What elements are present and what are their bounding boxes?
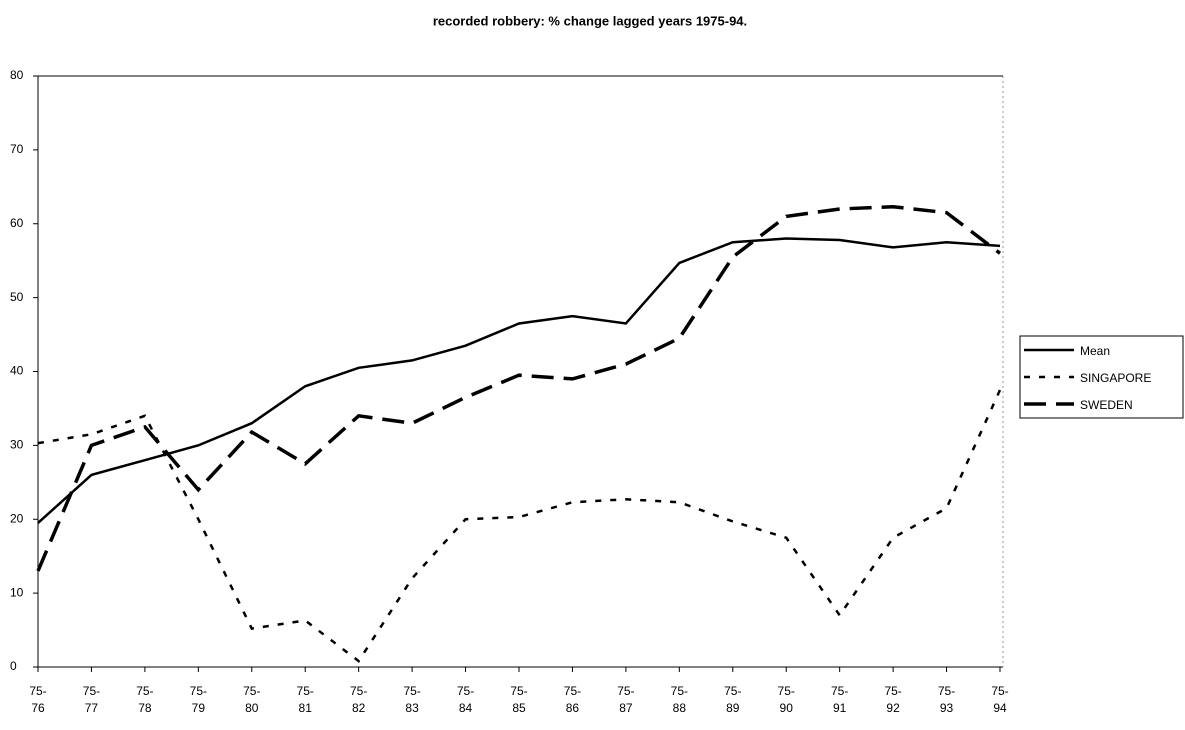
x-tick-label: 75-76 — [29, 684, 47, 715]
x-tick-label: 75-93 — [937, 684, 956, 715]
x-tick-label: 75-92 — [884, 684, 902, 715]
x-tick-label: 75-88 — [670, 684, 688, 715]
legend-label: SINGAPORE — [1080, 371, 1151, 385]
y-tick-label: 50 — [10, 290, 24, 304]
x-tick-label: 75-85 — [510, 684, 528, 715]
x-tick-label: 75-94 — [991, 684, 1009, 715]
x-tick-label: 75-80 — [243, 684, 261, 715]
x-tick-label: 75-82 — [349, 684, 368, 715]
x-tick-label: 75-79 — [189, 684, 207, 715]
x-tick-label: 75-84 — [456, 684, 475, 715]
y-tick-label: 70 — [10, 142, 24, 156]
x-tick-label: 75-89 — [724, 684, 742, 715]
x-tick-label: 75-78 — [136, 684, 154, 715]
legend-label: SWEDEN — [1080, 398, 1133, 412]
x-tick-label: 75-90 — [777, 684, 795, 715]
y-tick-label: 80 — [10, 68, 24, 82]
x-tick-label: 75-91 — [830, 684, 849, 715]
y-tick-label: 0 — [10, 659, 17, 673]
y-tick-label: 20 — [10, 511, 24, 525]
y-tick-label: 10 — [10, 585, 24, 599]
legend-label: Mean — [1080, 344, 1110, 358]
x-tick-label: 75-86 — [563, 684, 582, 715]
x-tick-label: 75-83 — [403, 684, 421, 715]
chart-title: recorded robbery: % change lagged years … — [433, 13, 747, 28]
series-line — [37, 389, 1002, 663]
x-tick-label: 75-77 — [82, 684, 101, 715]
y-tick-label: 30 — [10, 438, 24, 452]
series-line — [36, 205, 1002, 572]
y-tick-label: 40 — [10, 364, 24, 378]
x-tick-label: 75-87 — [617, 684, 635, 715]
series-line — [37, 237, 1001, 524]
y-tick-label: 60 — [10, 216, 24, 230]
x-tick-label: 75-81 — [296, 684, 314, 715]
